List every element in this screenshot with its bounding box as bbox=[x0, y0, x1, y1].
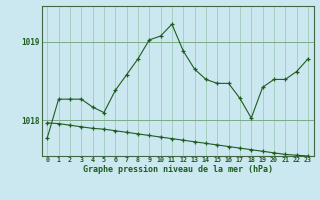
X-axis label: Graphe pression niveau de la mer (hPa): Graphe pression niveau de la mer (hPa) bbox=[83, 165, 273, 174]
